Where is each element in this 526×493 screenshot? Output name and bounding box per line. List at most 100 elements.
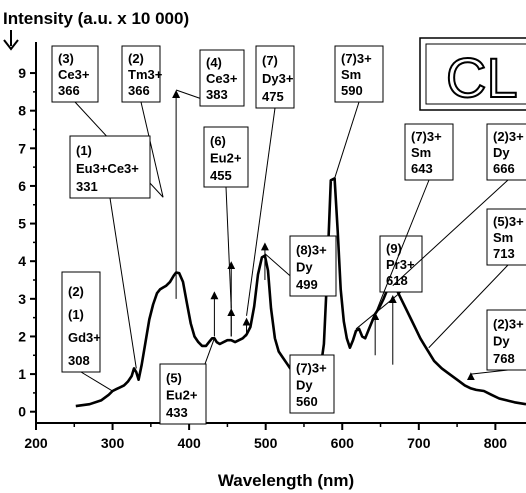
peak-label-box bbox=[289, 235, 337, 297]
peak-label-text: Dy3+ bbox=[262, 71, 294, 86]
y-tick-label: 7 bbox=[18, 140, 26, 156]
peak-label-text: Dy bbox=[493, 334, 510, 349]
peak-label-box bbox=[255, 45, 295, 109]
leader-line bbox=[428, 264, 509, 349]
peak-label-text: 643 bbox=[411, 161, 433, 176]
peak-label-text: 366 bbox=[128, 83, 150, 98]
peak-label-box bbox=[159, 363, 207, 425]
x-tick-label: 500 bbox=[254, 435, 278, 451]
peak-label-text: 768 bbox=[493, 351, 515, 366]
peak-label-box bbox=[486, 309, 526, 371]
leader-line bbox=[109, 197, 137, 369]
peak-label-text: (5) bbox=[166, 370, 182, 385]
axes bbox=[35, 42, 526, 424]
peak-label-text: 590 bbox=[341, 83, 363, 98]
peak-label: (4)Ce3+383 bbox=[175, 49, 245, 107]
peak-label: (6) Eu2+ 455 bbox=[203, 126, 249, 309]
peak-label-text: Dy bbox=[296, 260, 313, 275]
peak-label: (8)3+ Dy 499 bbox=[264, 235, 337, 297]
y-tick-label: 0 bbox=[18, 404, 26, 420]
peak-label-text: (7)3+ bbox=[341, 51, 372, 66]
peak-label: (2)Tm3+366 bbox=[121, 45, 164, 198]
cl-badge: CL bbox=[419, 37, 526, 111]
peak-label: (2) (1) Gd3+ 308 bbox=[61, 271, 113, 392]
x-ticks: 200 300 400 500 600 700 800 bbox=[24, 423, 507, 451]
peak-label-text: Dy bbox=[493, 145, 510, 160]
peak-label-box bbox=[61, 271, 101, 373]
leader-line bbox=[334, 101, 360, 179]
x-tick-label: 200 bbox=[24, 435, 48, 451]
peak-label-text: Sm bbox=[341, 67, 361, 82]
peak-label-box bbox=[121, 45, 161, 103]
peak-label-text: (7)3+ bbox=[411, 129, 442, 144]
peak-label-text: 383 bbox=[206, 87, 228, 102]
peak-label: (7)3+Dy 560 bbox=[289, 354, 335, 414]
series-layer bbox=[75, 177, 526, 408]
y-tick-label: 8 bbox=[18, 103, 26, 119]
x-tick-label: 300 bbox=[101, 435, 125, 451]
y-tick-label: 2 bbox=[18, 328, 26, 344]
y-tick-label: 1 bbox=[18, 366, 26, 382]
peak-label-box bbox=[379, 235, 423, 293]
peak-label-text: Eu3+Ce3+ bbox=[76, 161, 139, 176]
y-tick-label: 3 bbox=[18, 291, 26, 307]
peak-label-text: Eu2+ bbox=[210, 151, 242, 166]
peak-label-text: 455 bbox=[210, 168, 232, 183]
peak-label: (5) Eu2+ 433 bbox=[159, 338, 215, 425]
leader-line bbox=[392, 179, 509, 287]
y-axis-title: Intensity (a.u. x 10 000) bbox=[3, 9, 189, 28]
x-tick-label: 800 bbox=[484, 435, 508, 451]
peak-label-text: Ce3+ bbox=[58, 67, 90, 82]
peak-label-box bbox=[69, 135, 151, 199]
y-tick-label: 9 bbox=[18, 65, 26, 81]
leader-line bbox=[80, 371, 113, 392]
leader-line bbox=[374, 179, 430, 315]
peak-label-box bbox=[51, 45, 99, 103]
peak-label: (7) Dy3+ 475 bbox=[246, 45, 295, 316]
peak-label-text: 499 bbox=[296, 277, 318, 292]
peak-label-text: (2)3+ bbox=[493, 316, 524, 331]
y-axis-title-arrow-icon bbox=[3, 30, 19, 51]
x-tick-label: 700 bbox=[407, 435, 431, 451]
peak-label-text: 433 bbox=[166, 405, 188, 420]
peak-label-text: (1) bbox=[76, 143, 92, 158]
peak-label-text: 475 bbox=[262, 89, 284, 104]
peak-label-text: (8)3+ bbox=[296, 242, 327, 257]
peak-label-text: (6) bbox=[210, 133, 226, 148]
peak-label-box bbox=[486, 123, 526, 181]
peak-label-text: (2) bbox=[128, 51, 144, 66]
peak-label-text: Gd3+ bbox=[68, 330, 101, 345]
peak-label-text: Eu2+ bbox=[166, 388, 198, 403]
peak-label: (2)3+ Dy 768 bbox=[470, 309, 526, 375]
peak-label-text: Dy bbox=[296, 377, 313, 392]
peak-label-text: (7)3+ bbox=[296, 361, 327, 376]
y-tick-label: 4 bbox=[18, 253, 26, 269]
peak-label-text: 666 bbox=[493, 161, 515, 176]
peak-label-box bbox=[199, 49, 245, 107]
leader-line bbox=[246, 107, 276, 316]
peak-label-text: (7) bbox=[262, 53, 278, 68]
annotation-layer: (3)Ce3+366(2)Tm3+366(4)Ce3+383(7)Dy3+475… bbox=[51, 45, 526, 425]
peak-label-text: (4) bbox=[206, 55, 222, 70]
x-axis-title: Wavelength (nm) bbox=[218, 471, 354, 490]
peak-label-box bbox=[334, 45, 384, 103]
peak-label-text: (3) bbox=[58, 51, 74, 66]
peak-label-box bbox=[203, 126, 249, 188]
leader-line bbox=[355, 291, 402, 330]
peak-label-text: Tm3+ bbox=[128, 67, 163, 82]
peak-label-box bbox=[404, 123, 454, 181]
peak-label-text: Ce3+ bbox=[206, 71, 238, 86]
peak-label-text: 366 bbox=[58, 83, 80, 98]
peak-label-text: 308 bbox=[68, 353, 90, 368]
peak-label-text: 560 bbox=[296, 394, 318, 409]
peak-label: (1) Eu3+Ce3+ 331 bbox=[69, 135, 151, 369]
y-tick-label: 5 bbox=[18, 216, 26, 232]
peak-label-box bbox=[289, 354, 335, 414]
leader-line bbox=[470, 369, 509, 375]
peak-label-text: Sm bbox=[411, 145, 431, 160]
spectrum-line bbox=[75, 177, 526, 408]
